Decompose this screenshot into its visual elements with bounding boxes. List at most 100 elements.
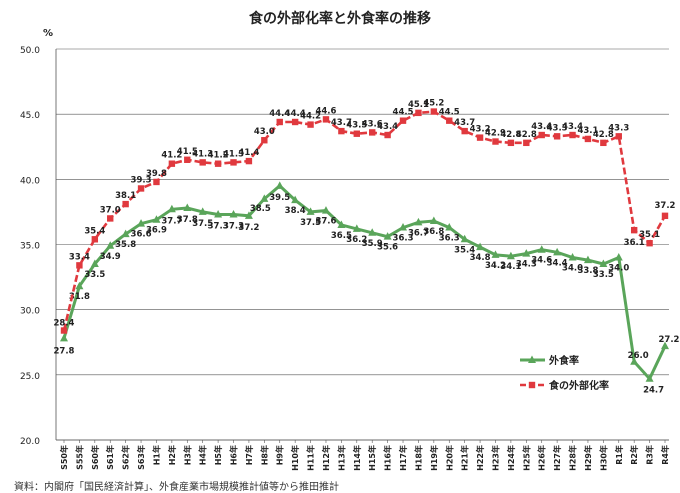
data-label: 38.5 — [250, 204, 271, 214]
x-tick-label: H8年 — [259, 445, 269, 465]
data-point — [584, 135, 592, 143]
data-label: 43.0 — [254, 127, 275, 137]
data-label: 34.0 — [562, 264, 583, 274]
data-label: 38.4 — [285, 206, 306, 216]
data-label: 34.0 — [608, 264, 629, 274]
data-label: 41.3 — [223, 149, 244, 159]
data-point — [399, 117, 407, 124]
data-label: 34.8 — [470, 253, 491, 263]
data-label: 37.3 — [223, 222, 244, 232]
data-label: 33.5 — [84, 270, 105, 280]
data-point — [75, 281, 84, 290]
data-point — [184, 156, 191, 163]
data-point — [506, 251, 515, 260]
data-point — [337, 220, 346, 228]
data-point — [383, 232, 392, 240]
data-point — [460, 234, 469, 243]
data-point — [661, 341, 669, 350]
data-point — [214, 210, 223, 218]
x-tick-label: H22年 — [475, 445, 485, 471]
data-label: 34.6 — [531, 256, 552, 266]
data-label: 43.1 — [577, 126, 598, 136]
data-label: 34.9 — [100, 252, 121, 262]
data-label: 37.2 — [655, 201, 676, 211]
data-point — [168, 160, 176, 167]
axes — [55, 49, 669, 443]
data-label: 44.4 — [269, 109, 290, 119]
data-label: 44.5 — [393, 108, 414, 118]
data-point — [338, 127, 345, 135]
data-label: 43.7 — [454, 118, 475, 128]
x-tick-label: H27年 — [552, 445, 562, 471]
data-label: 34.3 — [516, 260, 537, 270]
y-tick-label: 40.0 — [20, 176, 40, 186]
x-tick-label: S50年 — [59, 445, 69, 470]
data-point — [122, 200, 129, 208]
data-point — [553, 133, 561, 140]
series-gaibuka: 28.433.435.437.038.139.339.841.241.541.3… — [54, 99, 676, 334]
data-label: 41.2 — [208, 151, 229, 161]
x-tick-label: R1年 — [614, 445, 624, 465]
data-label: 37.3 — [208, 222, 229, 232]
y-tick-label: 30.0 — [20, 307, 40, 317]
data-point — [183, 203, 192, 212]
data-point — [646, 239, 653, 247]
data-point — [230, 159, 237, 166]
data-point — [476, 134, 484, 141]
data-label: 37.7 — [161, 216, 182, 226]
data-label: 33.4 — [69, 252, 90, 262]
x-tick-label: H23年 — [490, 445, 500, 471]
y-tick-labels: 20.0 25.0 30.0 35.0 40.0 45.0 50.0 — [20, 46, 40, 447]
data-label: 36.3 — [393, 234, 414, 244]
y-tick-label: 50.0 — [20, 46, 40, 56]
chart-title: 食の外部化率と外食率の推移 — [249, 11, 431, 27]
data-label: 37.8 — [177, 215, 198, 225]
data-point — [661, 212, 669, 220]
data-point — [568, 253, 577, 261]
data-label: 33.8 — [577, 266, 598, 276]
data-label: 34.4 — [547, 258, 568, 268]
data-point — [537, 245, 546, 253]
data-label: 43.7 — [331, 118, 352, 128]
data-label: 37.5 — [192, 219, 213, 229]
data-point — [90, 259, 99, 268]
data-label: 31.8 — [69, 292, 90, 302]
x-tick-label: H3年 — [182, 445, 192, 465]
data-point — [522, 249, 531, 257]
data-point — [414, 217, 423, 226]
x-tick-label: H12年 — [321, 445, 331, 471]
x-tick-label: H15年 — [367, 445, 377, 471]
data-label: 37.6 — [315, 217, 336, 227]
data-point — [198, 207, 207, 215]
data-label: 41.3 — [192, 149, 213, 159]
data-point — [60, 327, 68, 334]
data-label: 41.4 — [238, 148, 259, 158]
data-label: 36.2 — [346, 235, 367, 245]
data-label: 36.5 — [331, 231, 352, 241]
data-label: 45.1 — [408, 100, 429, 110]
data-label: 43.6 — [362, 119, 383, 129]
data-point — [261, 137, 268, 144]
data-point — [399, 223, 408, 231]
x-tick-label: H18年 — [413, 445, 423, 471]
data-point — [369, 129, 376, 136]
data-label: 43.5 — [346, 121, 367, 131]
data-point — [415, 109, 422, 117]
x-tick-label: H5年 — [213, 445, 223, 465]
data-label: 39.5 — [269, 193, 290, 203]
data-point — [106, 241, 115, 249]
y-tick-label: 20.0 — [20, 437, 40, 447]
data-label: 35.4 — [84, 226, 105, 236]
data-point — [600, 139, 607, 147]
data-label: 26.0 — [628, 351, 649, 361]
data-point — [321, 206, 330, 214]
x-tick-label: R4年 — [660, 445, 670, 465]
data-point — [476, 242, 485, 251]
data-label: 37.2 — [238, 223, 259, 233]
data-point — [492, 138, 499, 145]
x-tick-labels: S50年 S55年 S60年 S61年 S62年 S63年 H1年 H2年 H3年 H4年 H5年 H… — [59, 445, 670, 471]
data-point — [599, 259, 608, 268]
data-label: 28.4 — [54, 319, 75, 329]
data-label: 43.4 — [531, 122, 552, 132]
